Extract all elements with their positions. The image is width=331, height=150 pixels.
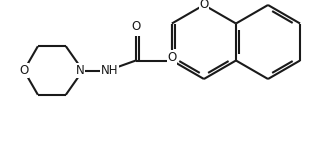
Text: NH: NH [101, 64, 118, 77]
Text: O: O [19, 64, 28, 77]
Text: N: N [75, 64, 84, 77]
Text: O: O [199, 0, 209, 12]
Text: O: O [131, 20, 140, 33]
Text: O: O [167, 51, 176, 64]
